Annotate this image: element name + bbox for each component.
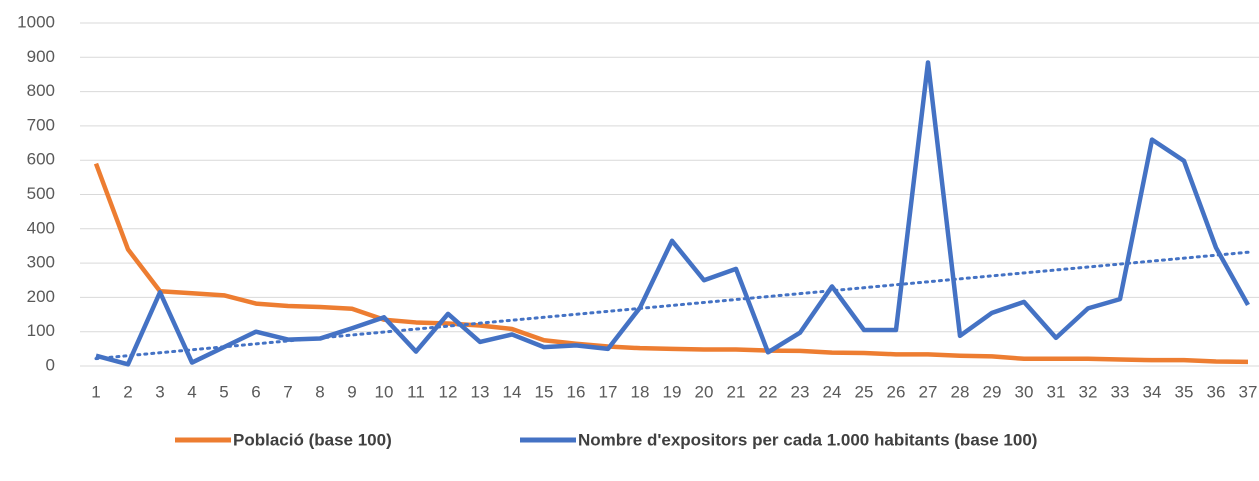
series-line [93, 162, 1249, 365]
x-tick-label: 11 [407, 382, 425, 401]
y-tick-label: 500 [27, 184, 55, 203]
y-tick-label: 600 [27, 150, 55, 169]
x-tick-label: 9 [347, 382, 356, 401]
x-tick-label: 15 [535, 382, 554, 401]
x-tick-label: 19 [663, 382, 682, 401]
y-tick-label: 1000 [17, 12, 55, 31]
x-tick-label: 7 [283, 382, 292, 401]
x-tick-label: 17 [599, 382, 618, 401]
series-line [95, 60, 1250, 367]
legend-label: Nombre d'expositors per cada 1.000 habit… [578, 430, 1037, 449]
x-tick-label: 26 [887, 382, 906, 401]
x-tick-label: 4 [187, 382, 196, 401]
x-tick-label: 22 [759, 382, 778, 401]
y-tick-label: 400 [27, 218, 55, 237]
x-tick-label: 12 [439, 382, 458, 401]
legend-label: Població (base 100) [233, 430, 392, 449]
x-tick-label: 30 [1015, 382, 1034, 401]
x-tick-label: 8 [315, 382, 324, 401]
x-tick-label: 29 [983, 382, 1002, 401]
y-tick-label: 200 [27, 287, 55, 306]
x-tick-label: 33 [1111, 382, 1130, 401]
x-tick-label: 24 [823, 382, 842, 401]
x-tick-label: 6 [251, 382, 260, 401]
x-tick-label: 3 [155, 382, 164, 401]
x-tick-label: 20 [695, 382, 714, 401]
x-tick-label: 36 [1207, 382, 1226, 401]
y-tick-label: 800 [27, 81, 55, 100]
x-tick-label: 10 [375, 382, 394, 401]
x-tick-label: 34 [1143, 382, 1162, 401]
x-tick-label: 28 [951, 382, 970, 401]
x-tick-label: 2 [123, 382, 132, 401]
y-tick-label: 0 [46, 355, 55, 374]
x-tick-label: 13 [471, 382, 490, 401]
x-tick-label: 31 [1047, 382, 1066, 401]
y-tick-label: 900 [27, 47, 55, 66]
x-tick-label: 18 [631, 382, 650, 401]
x-tick-label: 16 [567, 382, 586, 401]
x-tick-label: 21 [727, 382, 746, 401]
x-tick-label: 32 [1079, 382, 1098, 401]
y-tick-label: 300 [27, 253, 55, 272]
x-tick-label: 25 [855, 382, 874, 401]
x-tick-label: 35 [1175, 382, 1194, 401]
x-tick-label: 27 [919, 382, 938, 401]
y-tick-label: 700 [27, 115, 55, 134]
x-tick-label: 1 [91, 382, 100, 401]
x-tick-label: 5 [219, 382, 228, 401]
x-tick-label: 14 [503, 382, 522, 401]
y-tick-label: 100 [27, 321, 55, 340]
x-tick-label: 37 [1239, 382, 1258, 401]
x-tick-label: 23 [791, 382, 810, 401]
